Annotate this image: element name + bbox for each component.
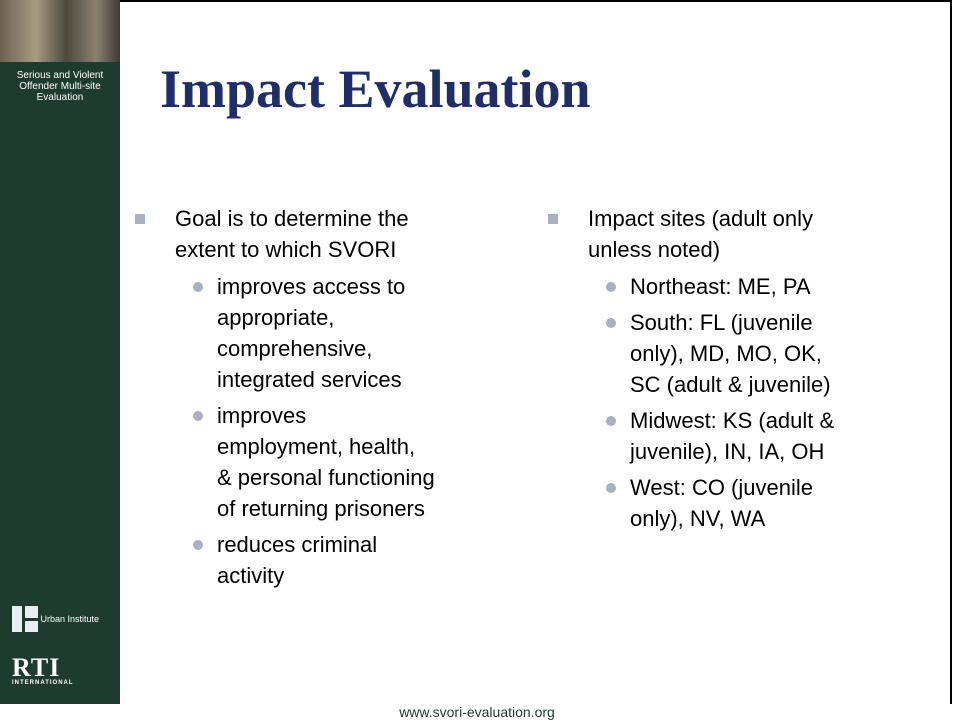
sub-bullet: West: CO (juvenile only), NV, WA xyxy=(606,472,838,534)
sub-bullet: South: FL (juvenile only), MD, MO, OK, S… xyxy=(606,307,838,400)
bullet: Goal is to determine the extent to which… xyxy=(135,203,435,265)
sub-list: improves access to appropriate, comprehe… xyxy=(193,271,435,591)
sidebar: Serious and Violent Offender Multi-site … xyxy=(0,0,120,704)
sub-bullet: improves employment, health, & personal … xyxy=(193,400,435,524)
footer: www.svori-evaluation.org xyxy=(399,704,555,720)
bullet: Impact sites (adult only unless noted) xyxy=(548,203,838,265)
sub-bullet: improves access to appropriate, comprehe… xyxy=(193,271,435,395)
title: Impact Evaluation xyxy=(160,59,591,119)
sub-bullet: reduces criminal activity xyxy=(193,529,435,591)
rti-sublabel: INTERNATIONAL xyxy=(12,680,74,686)
sub-list: Northeast: ME, PA South: FL (juvenile onl… xyxy=(606,271,838,534)
sub-bullet: Northeast: ME, PA xyxy=(606,271,838,302)
rti-label: RTI xyxy=(12,653,61,682)
sidebar-caption: Serious and Violent Offender Multi-site … xyxy=(16,70,104,103)
sub-bullet: Midwest: KS (adult & juvenile), IN, IA, … xyxy=(606,405,838,467)
column: Impact sites (adult only unless noted) No… xyxy=(548,203,838,539)
urban-icon xyxy=(12,606,38,632)
rti-logo: RTI INTERNATIONAL xyxy=(12,653,74,687)
urban-logo: Urban Institute xyxy=(12,606,101,632)
urban-label: Urban Institute xyxy=(40,614,100,624)
slide xyxy=(0,0,952,704)
column: Goal is to determine the extent to which… xyxy=(135,203,435,596)
photo xyxy=(0,0,120,62)
